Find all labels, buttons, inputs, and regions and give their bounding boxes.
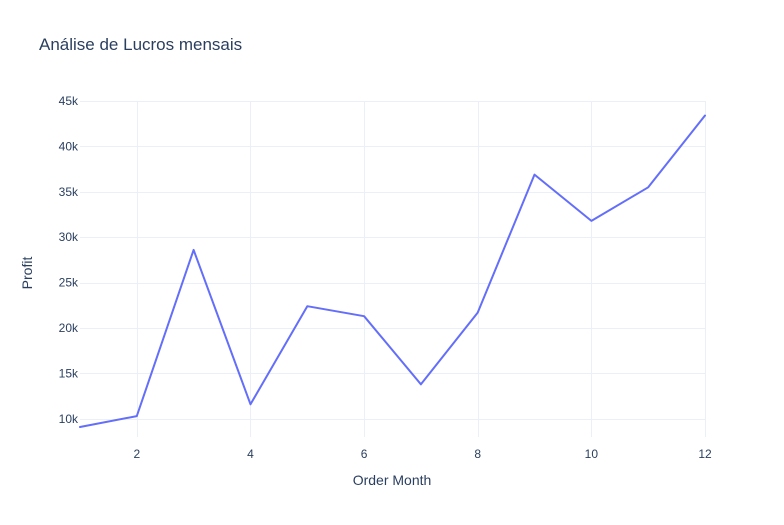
y-tick-label: 30k bbox=[59, 230, 79, 244]
y-tick-label: 25k bbox=[59, 276, 79, 290]
y-tick-label: 35k bbox=[59, 185, 79, 199]
profit-series-line bbox=[79, 114, 706, 428]
chart-title: Análise de Lucros mensais bbox=[39, 35, 242, 54]
x-axis-ticks: 2 4 6 8 10 12 bbox=[133, 447, 712, 461]
y-tick-label: 40k bbox=[59, 139, 79, 153]
x-tick-label: 10 bbox=[585, 447, 599, 461]
x-tick-label: 4 bbox=[247, 447, 254, 461]
y-tick-label: 10k bbox=[59, 412, 79, 426]
y-tick-label: 15k bbox=[59, 366, 79, 380]
y-axis-title: Profit bbox=[19, 257, 35, 290]
series-layer bbox=[79, 114, 706, 428]
x-axis-title: Order Month bbox=[353, 472, 432, 488]
grid-lines bbox=[80, 101, 706, 437]
y-axis-ticks: 10k 15k 20k 25k 30k 35k 40k 45k bbox=[59, 94, 79, 426]
x-tick-label: 6 bbox=[361, 447, 368, 461]
y-tick-label: 45k bbox=[59, 94, 79, 108]
x-tick-label: 12 bbox=[698, 447, 712, 461]
y-tick-label: 20k bbox=[59, 321, 79, 335]
x-tick-label: 2 bbox=[133, 447, 140, 461]
x-tick-label: 8 bbox=[474, 447, 481, 461]
